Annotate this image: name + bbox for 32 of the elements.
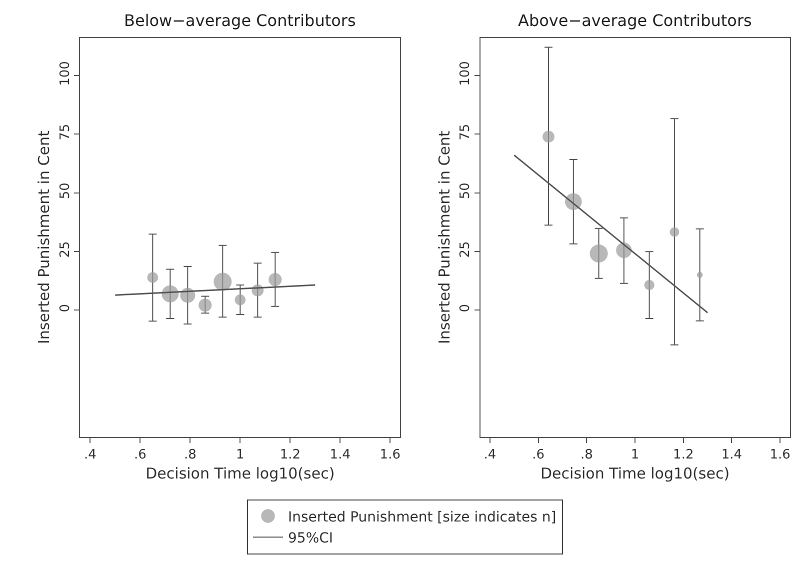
x-tick-label: .6 [134,447,146,462]
y-tick-label: 50 [458,182,474,200]
y-tick-label: 75 [458,124,474,140]
text: 95%CI [288,530,334,547]
x-tick-label: 1.6 [380,447,400,462]
x-axis-title: Decision Time log10(sec) [146,464,335,482]
x-tick-label: .8 [580,447,593,462]
y-tick-label: 0 [58,304,73,312]
x-tick-label: 1.2 [280,447,301,462]
x-tick-label: .4 [84,447,96,462]
x-tick-label: 1 [236,447,244,462]
x-tick-label: 1.4 [330,447,350,462]
y-tick-label: 100 [58,61,73,86]
y-tick-label: 75 [58,124,73,140]
y-tick-label: 25 [58,241,73,258]
legend-label: Inserted Punishment [size indicates n] [288,509,556,526]
x-tick-label: 1 [630,447,640,462]
chart-title: Above−average Contributors [518,11,752,30]
y-tick-label: 0 [458,304,474,312]
y-tick-label: 100 [458,61,474,86]
y-axis-title: Inserted Punishment in Cent [35,130,54,344]
y-tick-label: 25 [458,241,474,258]
x-tick-label: 1.6 [770,447,790,462]
x-tick-label: .4 [484,447,496,462]
x-tick-label: 1.4 [721,447,742,462]
y-axis-title: Inserted Punishment in Cent [435,130,454,344]
chart-title: Below−average Contributors [124,11,356,30]
x-tick-label: .8 [184,447,196,462]
y-tick-label: 50 [58,182,73,200]
x-tick-label: 1.2 [673,447,694,462]
x-axis-title: Decision Time log10(sec) [540,464,730,482]
x-tick-label: .6 [532,447,545,462]
